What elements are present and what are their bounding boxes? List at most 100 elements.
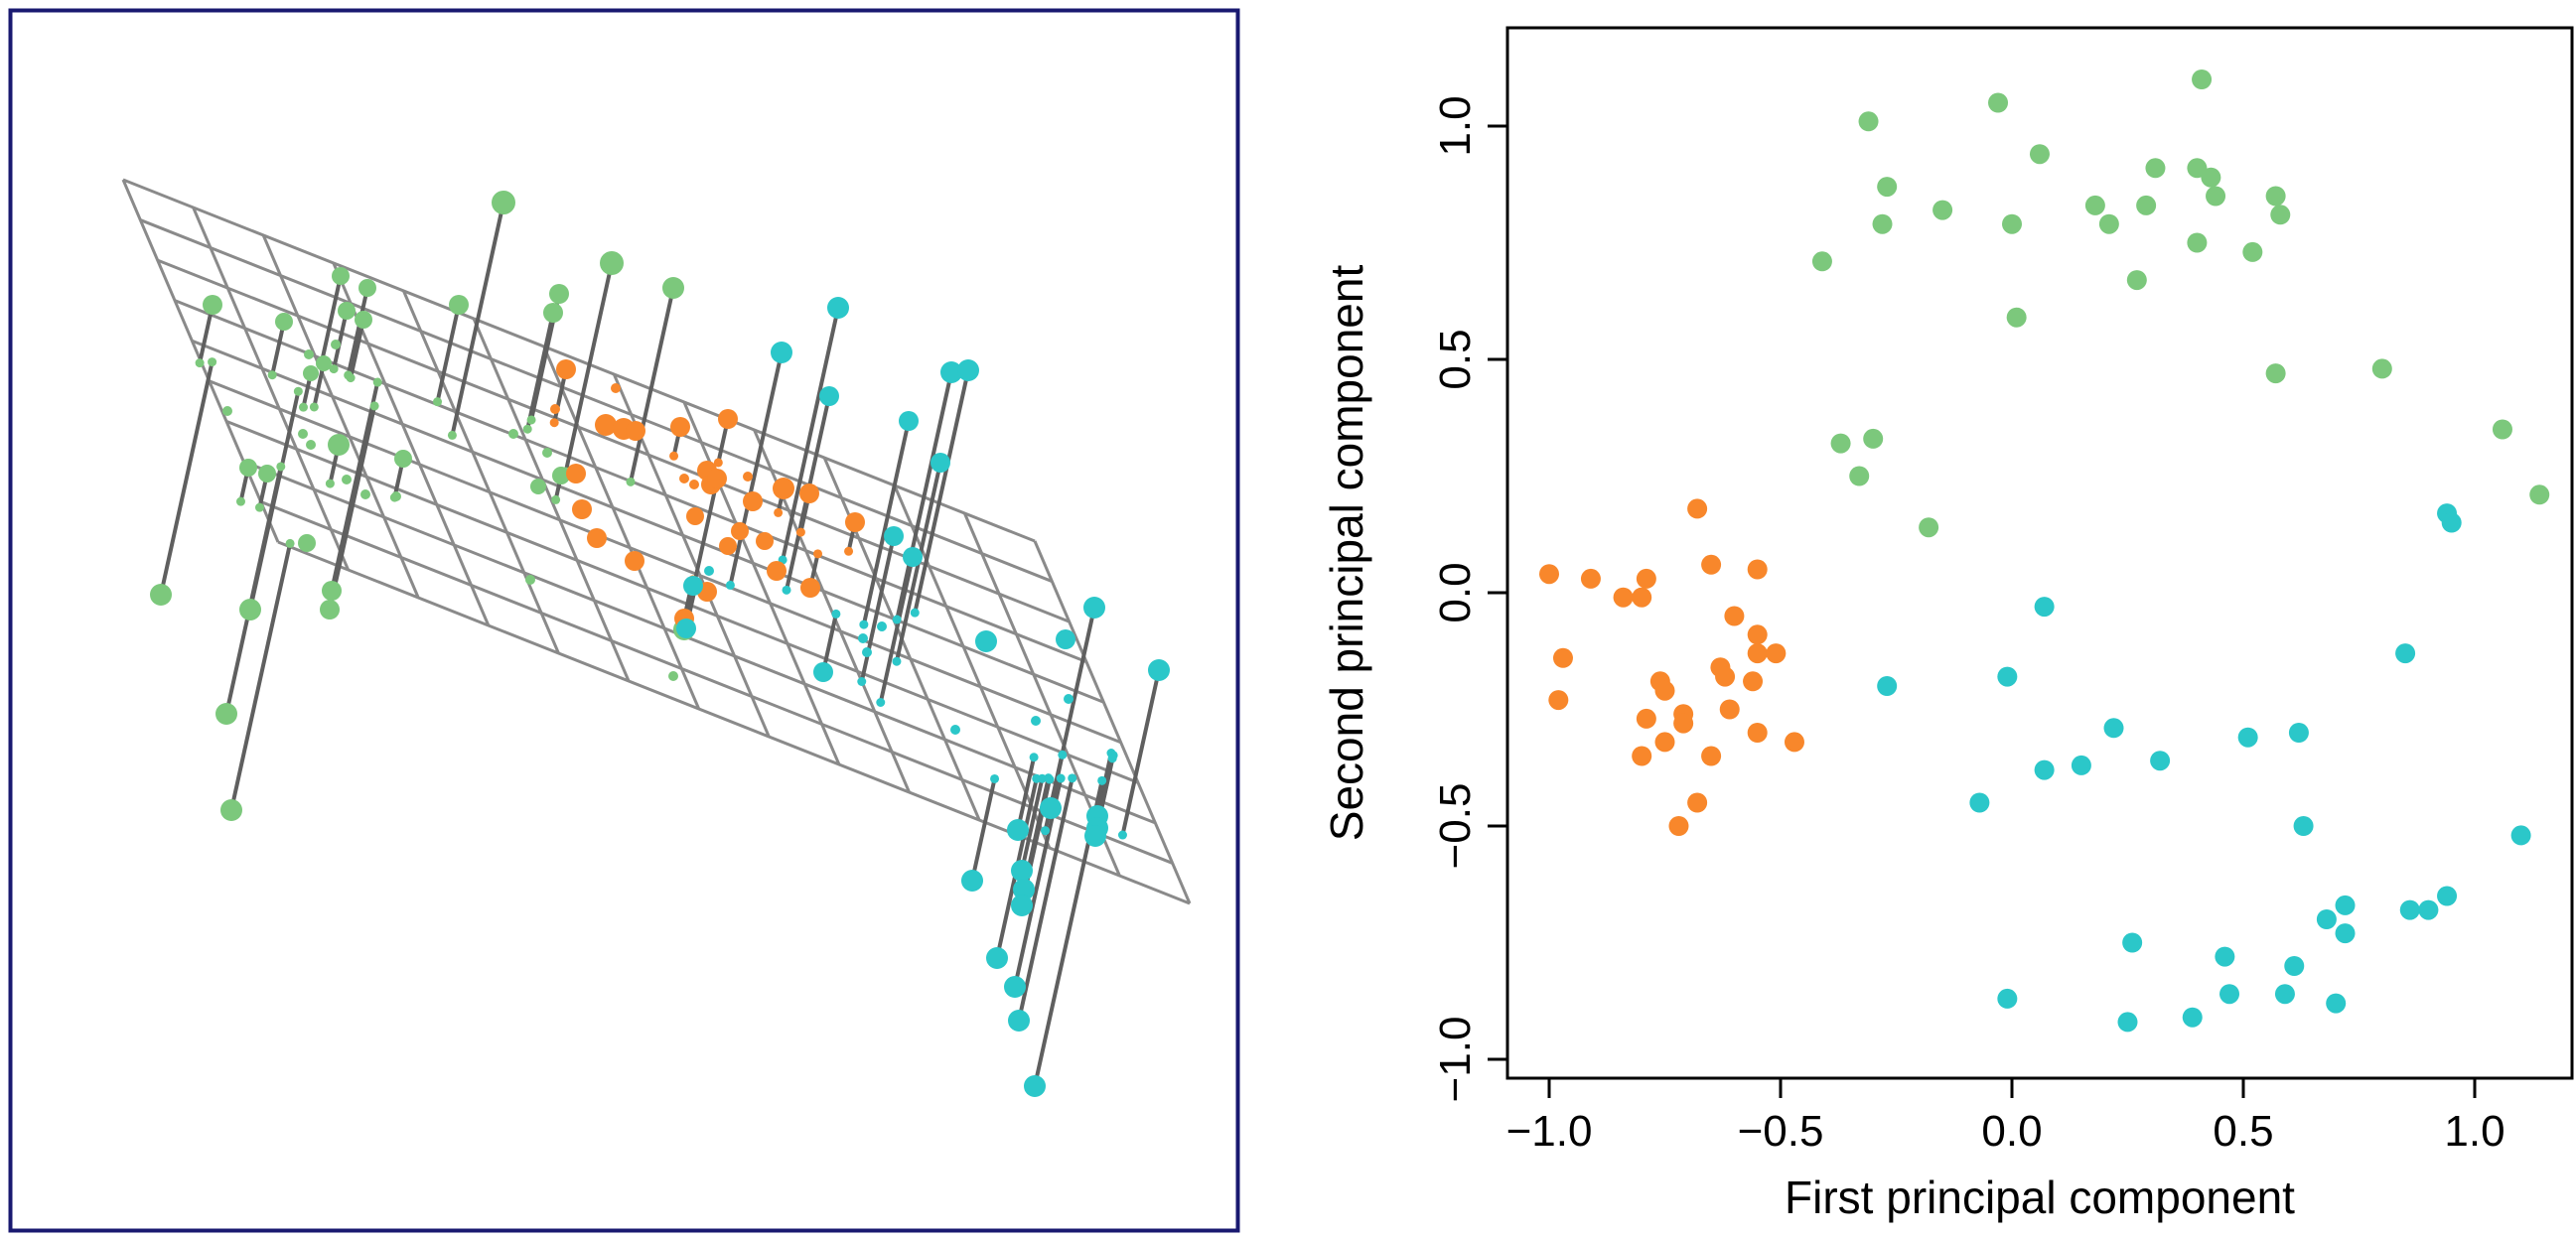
orange-score-point [1701,746,1722,766]
orange-projection-foot [844,546,854,556]
panel-border [8,8,1240,1233]
cyan-score-point [2395,643,2416,664]
orange-point-3d [767,561,787,581]
green-projection-line [563,262,614,473]
mesh-line [209,379,1122,745]
green-score-point [1932,200,1953,220]
green-point-3d [332,267,350,285]
cyan-point-3d [1013,879,1035,900]
y-tick-label: −1.0 [1431,1017,1480,1103]
green-point-3d [391,491,401,501]
orange-score-point [1747,723,1768,743]
mesh-line [122,178,1036,543]
cyan-score-point [2284,956,2305,976]
cyan-point-3d [827,297,849,319]
green-projection-line [224,466,283,715]
cyan-projection-line [781,307,840,561]
green-point-3d [150,584,172,606]
green-projection-foot [447,430,457,440]
cyan-point-3d [1040,797,1062,819]
observation-dots [150,191,1170,1097]
orange-point-3d [686,507,704,525]
green-point-3d [320,600,340,620]
cyan-projection-foot [1068,773,1077,783]
cyan-point-3d [975,630,997,652]
green-point-3d [239,459,257,477]
green-score-point [2492,419,2512,440]
orange-score-point [1687,498,1708,519]
orange-score-point [1654,680,1675,701]
mesh-line [277,540,1191,905]
cyan-point-3d [1024,1075,1046,1097]
green-score-point [2265,363,2286,384]
cyan-point-3d [957,359,979,381]
cyan-projection-foot [782,585,791,595]
cyan-projection-foot [1056,773,1066,783]
cyan-point-3d [877,621,887,631]
orange-projection-foot [795,527,805,537]
green-score-point [2206,186,2226,207]
score-dots [1539,69,2550,1033]
orange-point-3d [743,491,763,511]
green-score-point [1877,177,1898,198]
green-point-3d [331,340,341,349]
orange-point-3d [625,551,644,571]
green-projection-foot [433,397,443,407]
cyan-point-3d [862,647,872,657]
orange-point-3d [719,537,737,555]
cyan-projection-foot [1032,773,1042,783]
cyan-score-point [1969,792,1990,813]
pc-plane-mesh [121,178,1192,905]
green-score-point [2187,232,2208,253]
cyan-score-point [2215,946,2235,967]
cyan-point-3d [1011,860,1033,882]
green-projection-foot [235,496,245,506]
orange-point-3d [800,578,820,598]
mesh-line [1033,540,1192,904]
green-point-3d [492,191,515,214]
cyan-score-point [2293,816,2314,836]
green-projection-foot [254,502,264,512]
cyan-point-3d [704,566,714,576]
green-score-point [1863,428,1884,449]
green-score-point [2029,144,2050,165]
green-point-3d [215,703,237,725]
cyan-point-3d [1056,629,1075,649]
cyan-point-3d [950,725,960,735]
green-point-3d [316,355,332,371]
cyan-point-3d [930,453,950,473]
green-projection-line [319,275,343,364]
green-score-point [2002,213,2022,234]
green-point-3d [258,465,276,483]
green-projection-foot [276,462,286,472]
green-projection-foot [293,386,303,396]
mesh-line [225,419,1139,784]
cyan-score-point [2335,895,2356,915]
green-point-3d [275,313,293,331]
green-point-3d [298,534,316,552]
green-score-point [2265,186,2286,207]
cyan-score-point [2034,759,2055,780]
cyan-projection-foot [1045,774,1055,784]
cyan-score-point [2437,886,2458,906]
cyan-score-point [2103,718,2124,739]
cyan-point-3d [1083,597,1105,619]
orange-score-point [1668,816,1689,836]
cyan-point-3d [961,870,983,892]
orange-point-3d [756,532,774,550]
orange-score-point [1613,587,1634,608]
orange-projection-foot [813,549,823,559]
mesh-line [261,234,420,599]
green-point-3d [360,489,370,499]
green-projection-line [349,319,365,379]
orange-score-point [1747,559,1768,580]
cyan-projection-line [821,613,838,673]
green-point-3d [338,302,356,320]
green-score-point [2371,358,2392,379]
green-point-3d [662,277,684,299]
orange-score-point [1715,666,1736,687]
plot-box [1505,26,2574,1080]
cyan-score-point [2117,1012,2138,1033]
green-projection-foot [285,538,295,548]
